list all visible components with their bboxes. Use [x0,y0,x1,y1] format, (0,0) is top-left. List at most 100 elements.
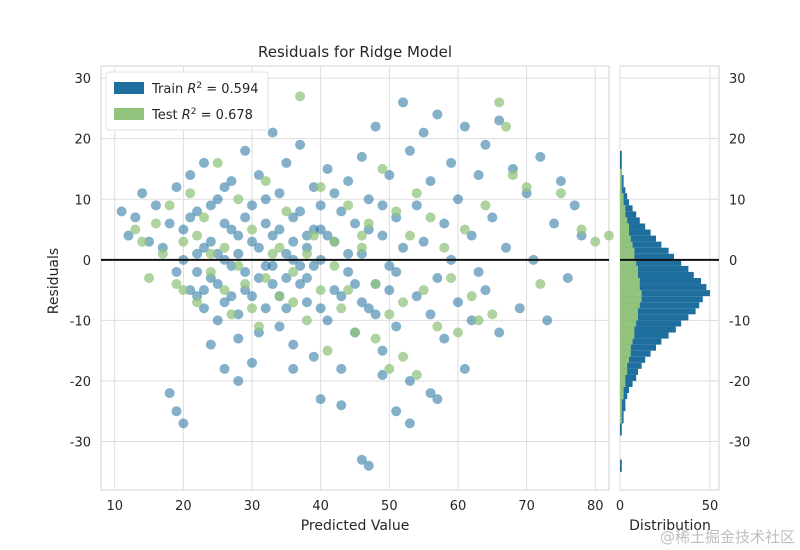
train-distribution-bar [620,199,629,206]
test-point [370,279,381,290]
train-distribution-bar [620,296,703,303]
train-point [363,194,374,205]
train-point [384,285,395,296]
test-point [274,291,285,302]
train-point [377,200,388,211]
train-distribution-bar [620,326,676,333]
train-distribution-bar [620,344,656,351]
test-point [247,224,258,235]
train-point [480,285,491,296]
train-point [171,406,182,417]
test-point [370,333,381,344]
train-point [356,151,367,162]
test-point [452,327,463,338]
test-point [247,303,258,314]
train-point [281,303,292,314]
y-tick-label: 30 [74,72,91,87]
legend-train-label: Train R2 = 0.594 [151,81,258,97]
train-distribution-bar [620,223,646,230]
test-point [205,266,216,277]
test-point [439,242,450,253]
train-distribution-bar [620,350,651,357]
train-distribution-bar [620,368,638,375]
test-point [233,260,244,271]
train-point [164,388,175,399]
train-point [137,188,148,199]
train-point [391,266,402,277]
y-tick-label: 10 [74,193,91,208]
y-tick-label: 20 [74,133,91,148]
test-point [535,279,546,290]
train-point [260,260,271,271]
train-distribution-bar [620,229,651,236]
train-distribution-bar [620,459,622,466]
train-point [494,327,505,338]
test-point [240,279,251,290]
train-distribution-bar [620,284,707,291]
test-distribution-bar [620,405,622,412]
train-point [398,242,409,253]
distribution-label: Distribution [629,518,711,534]
train-point [281,248,292,259]
train-point [356,454,367,465]
test-point [233,194,244,205]
train-point [178,418,189,429]
train-point [336,400,347,411]
train-distribution-bar [620,271,694,278]
train-point [178,224,189,235]
legend-train-swatch [114,82,144,94]
x-tick-label: 50 [381,499,398,514]
x-tick-label: 10 [106,499,123,514]
train-point [432,394,443,405]
train-point [322,163,333,174]
test-point [336,303,347,314]
test-distribution-bar [620,223,629,230]
test-point [178,285,189,296]
train-point [247,236,258,247]
train-point [260,194,271,205]
test-distribution-bar [620,259,637,266]
test-distribution-bar [620,368,628,375]
x-tick-label: 80 [587,499,604,514]
test-distribution-bar [620,253,635,260]
train-distribution-bar [620,241,662,248]
train-distribution-bar [620,320,682,327]
test-point [192,297,203,308]
train-point [267,260,278,271]
test-distribution-bar [620,344,631,351]
test-point [301,248,312,259]
test-point [192,230,203,241]
test-point [590,236,601,247]
test-distribution-bar [620,168,622,176]
test-point [219,242,230,253]
distribution-y-tick-label: 30 [729,72,746,87]
test-distribution-bar [620,393,624,400]
x-tick-label: 60 [450,499,467,514]
test-distribution-bar [620,290,642,297]
x-tick-label: 70 [518,499,535,514]
test-point [391,206,402,217]
train-point [185,285,196,296]
train-distribution-bar [620,314,689,321]
train-point [329,285,340,296]
y-tick-label: -30 [70,436,91,451]
test-series [130,91,614,380]
train-point [350,279,360,290]
train-point [391,406,402,417]
y-axis-label: Residuals [46,248,62,314]
distribution-x-tick-label: 0 [616,499,624,514]
train-distribution-bar [620,162,622,169]
train-point [377,230,388,241]
legend-test-label: Test R2 = 0.678 [151,107,253,123]
train-point [301,273,312,283]
train-point [336,206,347,217]
test-distribution-bar [620,417,622,424]
test-point [384,309,395,320]
train-point [473,170,484,181]
train-series [116,97,587,471]
train-point [233,248,244,259]
test-point [281,206,292,217]
train-point [219,218,230,229]
train-point [384,170,395,181]
